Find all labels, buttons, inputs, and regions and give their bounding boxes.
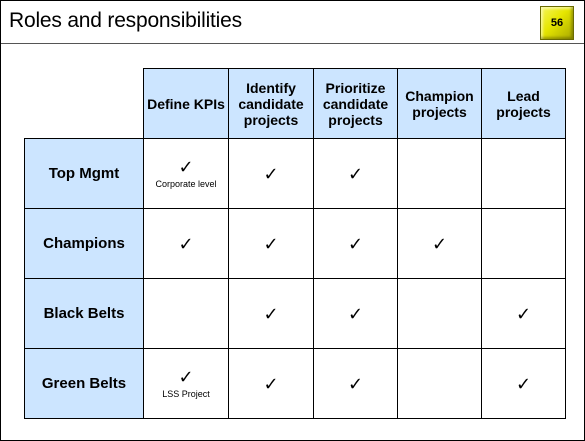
header-row: Define KPIs Identify candidate projects … bbox=[24, 68, 566, 139]
cell-note: LSS Project bbox=[162, 389, 210, 399]
column-header: Define KPIs bbox=[143, 68, 229, 139]
matrix-cell bbox=[397, 138, 482, 209]
row-header: Green Belts bbox=[24, 348, 144, 419]
checkmark-icon: ✓ bbox=[178, 157, 194, 177]
checkmark-icon: ✓ bbox=[263, 163, 279, 184]
column-header: Identify candidate projects bbox=[228, 68, 314, 139]
checkmark-icon: ✓ bbox=[263, 373, 279, 394]
matrix-cell: ✓ bbox=[228, 348, 314, 419]
matrix-cell: ✓ bbox=[313, 348, 398, 419]
column-header: Prioritize candidate projects bbox=[313, 68, 398, 139]
checkmark-icon: ✓ bbox=[347, 373, 364, 394]
page-number-badge: 56 bbox=[540, 6, 574, 40]
checkmark-icon: ✓ bbox=[178, 367, 194, 387]
checkmark-icon: ✓ bbox=[263, 233, 279, 254]
checkmark-icon: ✓ bbox=[347, 233, 364, 254]
matrix-cell: ✓ bbox=[313, 208, 398, 279]
checkmark-icon: ✓ bbox=[178, 233, 194, 254]
matrix-cell: ✓ bbox=[228, 208, 314, 279]
column-header: Champion projects bbox=[397, 68, 482, 139]
slide-header: Roles and responsibilities 56 bbox=[1, 1, 584, 44]
matrix-cell: ✓ bbox=[481, 348, 566, 419]
roles-matrix: Define KPIs Identify candidate projects … bbox=[24, 68, 566, 419]
matrix-cell bbox=[481, 138, 566, 209]
matrix-cell: ✓ bbox=[228, 138, 314, 209]
matrix-cell: ✓ Corporate level bbox=[143, 138, 229, 209]
matrix-cell: ✓ LSS Project bbox=[143, 348, 229, 419]
checkmark-icon: ✓ bbox=[431, 233, 448, 254]
matrix-cell bbox=[481, 208, 566, 279]
corner-cell bbox=[24, 68, 144, 139]
checkmark-icon: ✓ bbox=[515, 373, 532, 394]
matrix-cell: ✓ bbox=[397, 208, 482, 279]
column-header: Lead projects bbox=[481, 68, 566, 139]
checkmark-icon: ✓ bbox=[347, 303, 364, 324]
row-header: Black Belts bbox=[24, 278, 144, 349]
matrix-cell: ✓ bbox=[313, 138, 398, 209]
table-row: Black Belts ✓ ✓ ✓ bbox=[24, 278, 566, 349]
matrix-cell bbox=[397, 348, 482, 419]
matrix-cell bbox=[397, 278, 482, 349]
checkmark-icon: ✓ bbox=[263, 303, 279, 324]
table-row: Green Belts ✓ LSS Project ✓ ✓ ✓ bbox=[24, 348, 566, 419]
matrix-cell: ✓ bbox=[313, 278, 398, 349]
row-header: Top Mgmt bbox=[24, 138, 144, 209]
row-header: Champions bbox=[24, 208, 144, 279]
cell-note: Corporate level bbox=[155, 179, 217, 189]
matrix-cell: ✓ bbox=[228, 278, 314, 349]
table-row: Champions ✓ ✓ ✓ ✓ bbox=[24, 208, 566, 279]
matrix-body: Top Mgmt ✓ Corporate level ✓ ✓ Champions ✓ ✓ ✓ ✓ B… bbox=[24, 138, 566, 419]
table-row: Top Mgmt ✓ Corporate level ✓ ✓ bbox=[24, 138, 566, 209]
matrix-cell: ✓ bbox=[481, 278, 566, 349]
checkmark-icon: ✓ bbox=[347, 163, 364, 184]
matrix-cell bbox=[143, 278, 229, 349]
matrix-cell: ✓ bbox=[143, 208, 229, 279]
slide-title: Roles and responsibilities bbox=[9, 9, 242, 32]
checkmark-icon: ✓ bbox=[515, 303, 532, 324]
